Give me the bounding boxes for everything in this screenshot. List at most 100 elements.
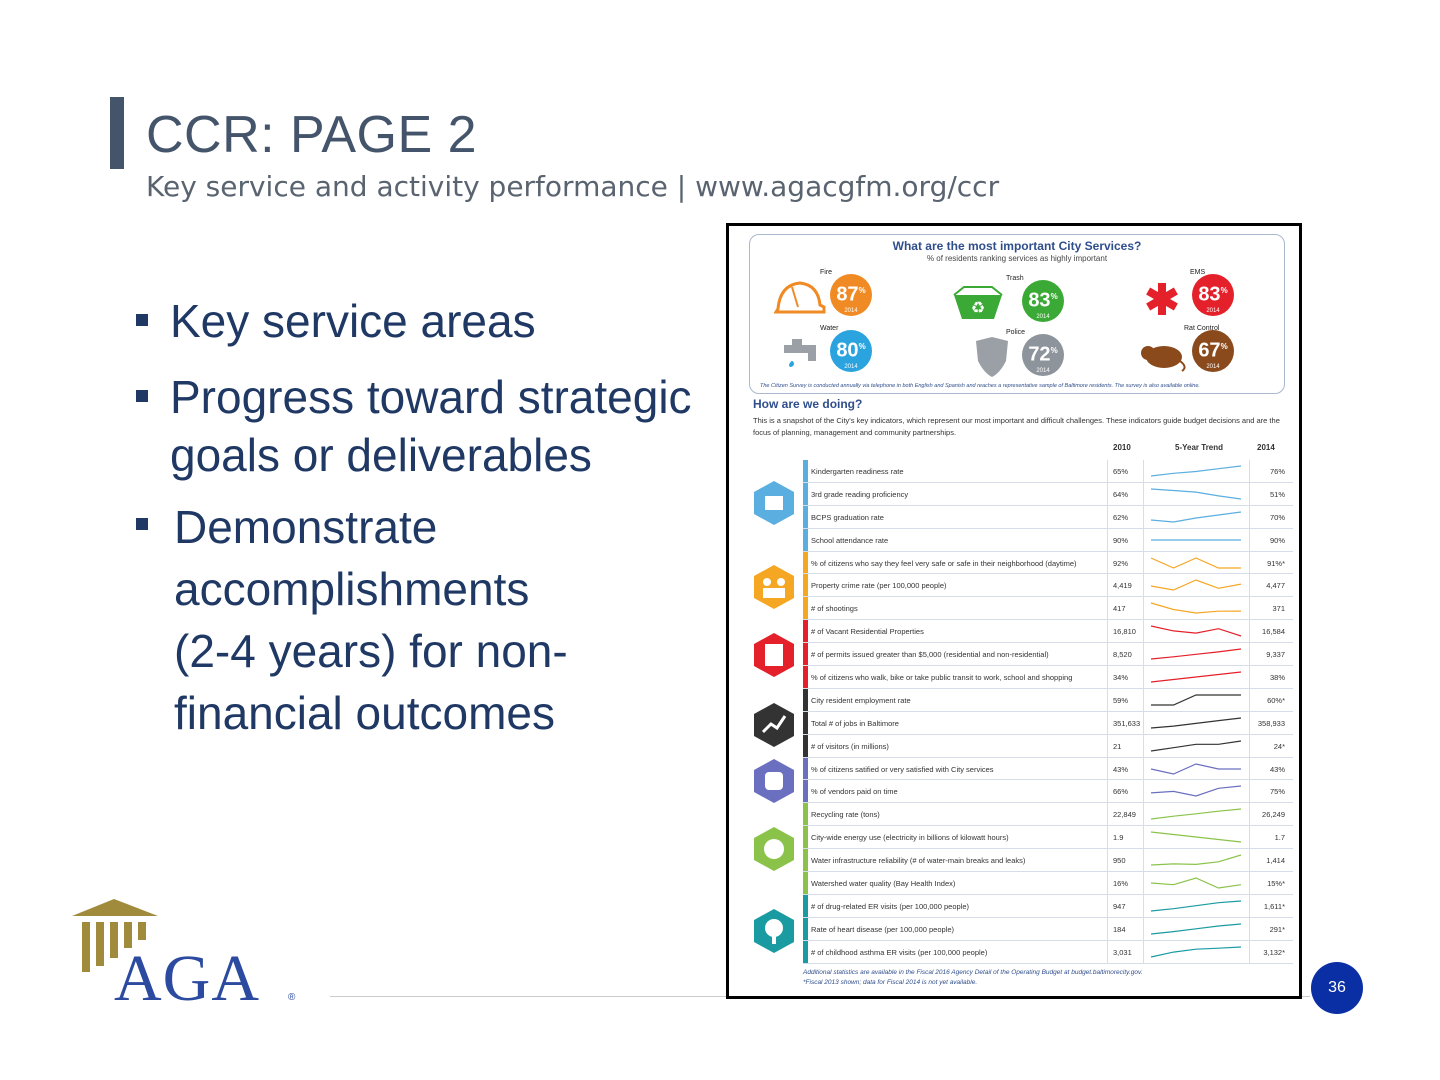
indicator-table: Kindergarten readiness rate 65% 76% 3rd gra… [803, 460, 1293, 964]
trend-sparkline [1150, 923, 1242, 935]
trend-sparkline [1150, 785, 1242, 798]
table-row: Recycling rate (tons) 22,849 26,249 [803, 803, 1293, 827]
trend-line [1150, 579, 1242, 592]
value-2014: 1,611* [1263, 901, 1285, 911]
indicator-label: % of vendors paid on time [811, 787, 898, 797]
service-score: 87% 2014 [830, 274, 872, 316]
value-2010: 950 [1113, 856, 1126, 866]
value-2010: 90% [1113, 535, 1129, 545]
category-stripe [803, 917, 808, 940]
value-2010: 947 [1113, 901, 1126, 911]
category-stripe [803, 528, 808, 551]
indicator-label: # of drug-related ER visits (per 100,000… [811, 901, 970, 911]
trend-line [1150, 877, 1242, 889]
svg-text:♻: ♻ [971, 300, 985, 317]
value-2014: 26,249 [1262, 810, 1285, 820]
value-2014: 15%* [1267, 879, 1285, 889]
trend-sparkline [1150, 625, 1242, 637]
trend-line [1150, 511, 1242, 523]
category-stripe [803, 505, 808, 528]
service-score: 83% 2014 [1192, 274, 1234, 316]
value-2010: 417 [1113, 604, 1126, 614]
trend-line [1150, 762, 1241, 775]
trend-sparkline [1150, 877, 1242, 889]
faucet-icon [784, 339, 816, 367]
table-row: # of permits issued greater than $5,000 … [803, 643, 1293, 667]
trend-sparkline [1150, 488, 1242, 500]
indicator-label: School attendance rate [811, 535, 889, 545]
service-fire: Fire 87% 2014 [774, 269, 904, 319]
trend-line [1150, 808, 1242, 820]
value-2014: 38% [1269, 673, 1285, 683]
value-2010: 22,849 [1113, 810, 1136, 820]
table-row: City-wide energy use (electricity in bil… [803, 826, 1293, 850]
value-2010: 16% [1113, 879, 1129, 889]
service-rat-control: Rat Control 67% 2014 [1136, 325, 1266, 375]
value-2014: 91%* [1267, 558, 1285, 568]
value-2014: 76% [1269, 467, 1285, 476]
service-water: Water 80% 2014 [774, 325, 904, 375]
table-row: Watershed water quality (Bay Health Inde… [803, 872, 1293, 895]
fire-helmet-icon [774, 281, 826, 314]
category-stripe [803, 460, 808, 482]
value-2014: 51% [1269, 489, 1285, 499]
trend-line [1151, 694, 1241, 706]
service-police: Police 72% 2014 [966, 329, 1096, 379]
trend-line [1150, 785, 1242, 798]
survey-note: The Citizen Survey is conducted annually… [760, 383, 1200, 389]
category-stripe [803, 757, 808, 780]
title-accent-bar [110, 97, 124, 169]
value-2010: 21 [1113, 741, 1122, 751]
table-row: % of vendors paid on time 66% 75% [803, 780, 1293, 804]
table-row: # of childhood asthma ER visits (per 100… [803, 940, 1293, 964]
table-row: BCPS graduation rate 62% 70% [803, 505, 1293, 529]
value-2014: 75% [1269, 787, 1285, 797]
value-2010: 64% [1113, 489, 1129, 499]
category-stripe [803, 643, 808, 666]
column-header-trend: 5-Year Trend [1175, 443, 1224, 452]
value-2014: 1.7 [1274, 833, 1285, 843]
star-of-life-icon [1146, 283, 1178, 315]
category-stripe [803, 688, 808, 711]
indicator-label: Recycling rate (tons) [811, 810, 880, 820]
table-row: Total # of jobs in Baltimore 351,633 358,9… [803, 711, 1293, 735]
indicator-label: Watershed water quality (Bay Health Inde… [811, 879, 956, 889]
trend-line [1150, 556, 1241, 569]
category-stripe [803, 872, 808, 894]
indicator-label: Water infrastructure reliability (# of w… [811, 856, 1026, 866]
table-row: Kindergarten readiness rate 65% 76% [803, 460, 1293, 483]
trend-line [1150, 854, 1242, 866]
indicator-label: % of citizens who say they feel very saf… [811, 558, 1077, 568]
recycling-bin-icon: ♻ [953, 286, 1003, 319]
square-bullet-icon [136, 518, 148, 530]
value-2010: 66% [1113, 787, 1129, 797]
category-stripe [803, 666, 808, 688]
service-trash: Trash ♻ 83% 2014 [946, 275, 1076, 325]
indicator-label: Property crime rate (per 100,000 people) [811, 581, 947, 591]
category-stripe [803, 940, 808, 963]
registered-mark: ® [288, 992, 296, 1003]
page-number-badge: 36 [1311, 962, 1363, 1014]
trend-line [1150, 602, 1242, 614]
trend-sparkline [1150, 717, 1242, 729]
trend-sparkline [1150, 556, 1241, 569]
trend-sparkline [1150, 579, 1242, 592]
value-2010: 62% [1113, 512, 1129, 522]
trend-sparkline [1150, 808, 1242, 820]
value-2014: 358,933 [1257, 718, 1285, 728]
bullet-item: Progress toward strategic goals or deliv… [136, 368, 726, 484]
trend-sparkline [1150, 831, 1242, 843]
document-footnote: Additional statistics are available in t… [803, 969, 1143, 986]
education-icon [754, 481, 794, 525]
service-score: 67% 2014 [1192, 330, 1234, 372]
column-header-2010: 2010 [1113, 443, 1131, 452]
value-2014: 3,132* [1263, 947, 1285, 957]
category-stripe [803, 734, 808, 757]
table-row: 3rd grade reading proficiency 64% 51% [803, 482, 1293, 506]
trend-line [1150, 923, 1242, 935]
trend-sparkline [1150, 740, 1242, 752]
indicator-label: # of childhood asthma ER visits (per 100… [811, 947, 988, 957]
value-2014: 291* [1269, 924, 1285, 934]
value-2010: 43% [1113, 764, 1129, 774]
bullet-item: Key service areas [136, 292, 726, 350]
